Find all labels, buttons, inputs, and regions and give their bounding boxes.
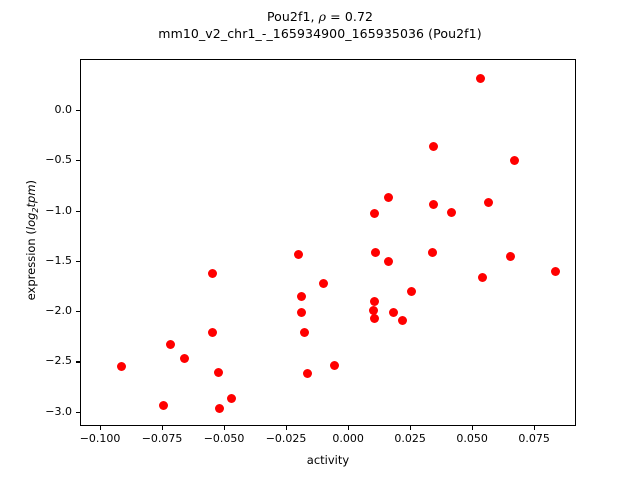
scatter-point: [215, 403, 225, 413]
x-axis-tick: [534, 426, 536, 430]
scatter-point: [299, 328, 309, 338]
y-axis-tick: [76, 109, 80, 111]
x-axis-tick: [162, 426, 164, 430]
scatter-point: [407, 286, 417, 296]
scatter-point: [369, 314, 379, 324]
scatter-point: [510, 156, 520, 166]
scatter-point: [384, 257, 394, 267]
x-axis-tick: [286, 426, 288, 430]
y-axis-tick-label: 0.0: [54, 102, 73, 116]
scatter-point: [398, 315, 408, 325]
x-axis-tick: [410, 426, 412, 430]
title-gene-name: Pou2f1,: [266, 9, 319, 24]
chart-title-line-1: Pou2f1, ρ = 0.72: [0, 8, 640, 25]
scatter-point: [180, 354, 190, 364]
y-axis-units-subscript: 2: [31, 207, 41, 213]
y-axis-tick: [76, 260, 80, 262]
x-axis-label: activity: [306, 453, 350, 467]
chart-title: Pou2f1, ρ = 0.72 mm10_v2_chr1_-_16593490…: [0, 8, 640, 42]
x-axis-tick-label: −0.050: [203, 432, 245, 445]
x-axis-tick-label: −0.075: [141, 432, 183, 445]
y-axis-tick-label: −0.5: [45, 153, 72, 167]
y-axis-tick: [76, 411, 80, 413]
y-axis-label-text: expression: [23, 238, 38, 301]
x-axis-tick: [348, 426, 350, 430]
rho-value: = 0.72: [326, 9, 374, 24]
x-axis-tick-label: 0.050: [456, 432, 488, 445]
x-axis-tick-label: 0.075: [518, 432, 550, 445]
scatter-point: [428, 248, 438, 258]
y-axis-tick-label: −1.5: [45, 253, 72, 267]
y-axis-units: log2tpm: [23, 184, 41, 231]
x-axis-tick-label: 0.025: [394, 432, 426, 445]
scatter-point: [303, 368, 313, 378]
y-axis-tick-label: −2.5: [45, 354, 72, 368]
scatter-point: [478, 273, 487, 283]
y-axis-tick: [76, 311, 80, 313]
x-axis-tick-label: 0.000: [332, 432, 364, 445]
scatter-point: [296, 291, 306, 301]
scatter-point: [159, 400, 169, 410]
scatter-point: [165, 340, 175, 350]
y-axis-tick: [76, 210, 80, 212]
scatter-point: [227, 393, 237, 403]
scatter-point: [429, 199, 439, 209]
scatter-point: [330, 360, 340, 370]
y-axis-label: expression (log2tpm): [23, 179, 41, 301]
scatter-point: [117, 362, 127, 372]
scatter-point: [370, 248, 380, 258]
y-axis-tick: [76, 361, 80, 363]
scatter-point: [475, 74, 485, 84]
y-axis-units-tpm: tpm: [23, 184, 38, 208]
y-axis-tick-label: −1.0: [45, 203, 72, 217]
scatter-point: [213, 367, 223, 377]
chart-title-line-2: mm10_v2_chr1_-_165934900_165935036 (Pou2…: [158, 26, 482, 41]
x-axis-tick: [100, 426, 102, 430]
x-axis-tick: [472, 426, 474, 430]
plot-area: [80, 59, 576, 426]
scatter-point: [506, 252, 516, 262]
scatter-point: [318, 278, 328, 288]
y-axis-tick-label: −3.0: [45, 404, 72, 418]
scatter-point: [369, 306, 379, 316]
scatter-point: [293, 249, 303, 259]
scatter-point: [550, 267, 560, 277]
scatter-point: [297, 307, 307, 317]
x-axis-tick-label: −0.025: [265, 432, 307, 445]
scatter-point: [207, 328, 217, 338]
scatter-point: [389, 307, 399, 317]
rho-symbol: ρ: [318, 9, 327, 24]
y-axis-tick: [76, 160, 80, 162]
scatter-point: [428, 141, 438, 151]
scatter-point: [383, 192, 393, 202]
scatter-point: [484, 197, 494, 207]
y-axis-units-log: log: [23, 212, 38, 231]
y-axis-tick-label: −2.0: [45, 304, 72, 318]
x-axis-tick-label: −0.100: [79, 432, 121, 445]
x-axis-tick: [224, 426, 226, 430]
scatter-point: [369, 208, 379, 218]
scatter-point: [447, 207, 457, 217]
scatter-point: [369, 296, 379, 306]
scatter-point: [207, 268, 217, 278]
